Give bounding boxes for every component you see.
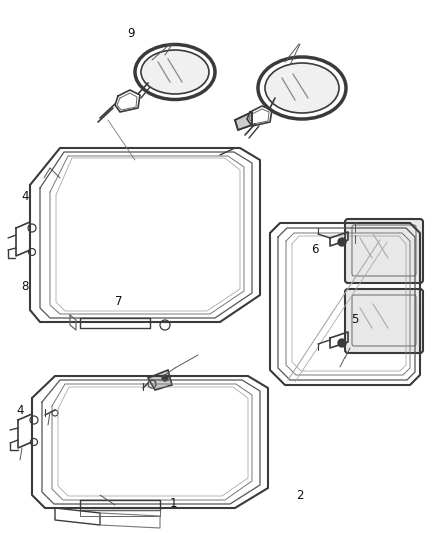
FancyBboxPatch shape (345, 219, 423, 283)
Circle shape (338, 339, 346, 347)
Text: 4: 4 (21, 190, 29, 203)
Text: 5: 5 (351, 313, 358, 326)
Text: 4: 4 (16, 404, 24, 417)
Polygon shape (148, 370, 172, 390)
Text: 6: 6 (311, 243, 319, 256)
Text: 9: 9 (127, 27, 135, 39)
Ellipse shape (141, 50, 209, 94)
FancyBboxPatch shape (345, 289, 423, 353)
Text: 1: 1 (169, 497, 177, 510)
Polygon shape (235, 112, 252, 130)
Text: 8: 8 (22, 280, 29, 293)
Ellipse shape (265, 63, 339, 113)
Circle shape (162, 375, 168, 381)
Text: 2: 2 (296, 489, 304, 502)
Circle shape (338, 238, 346, 246)
Text: 7: 7 (114, 295, 122, 308)
